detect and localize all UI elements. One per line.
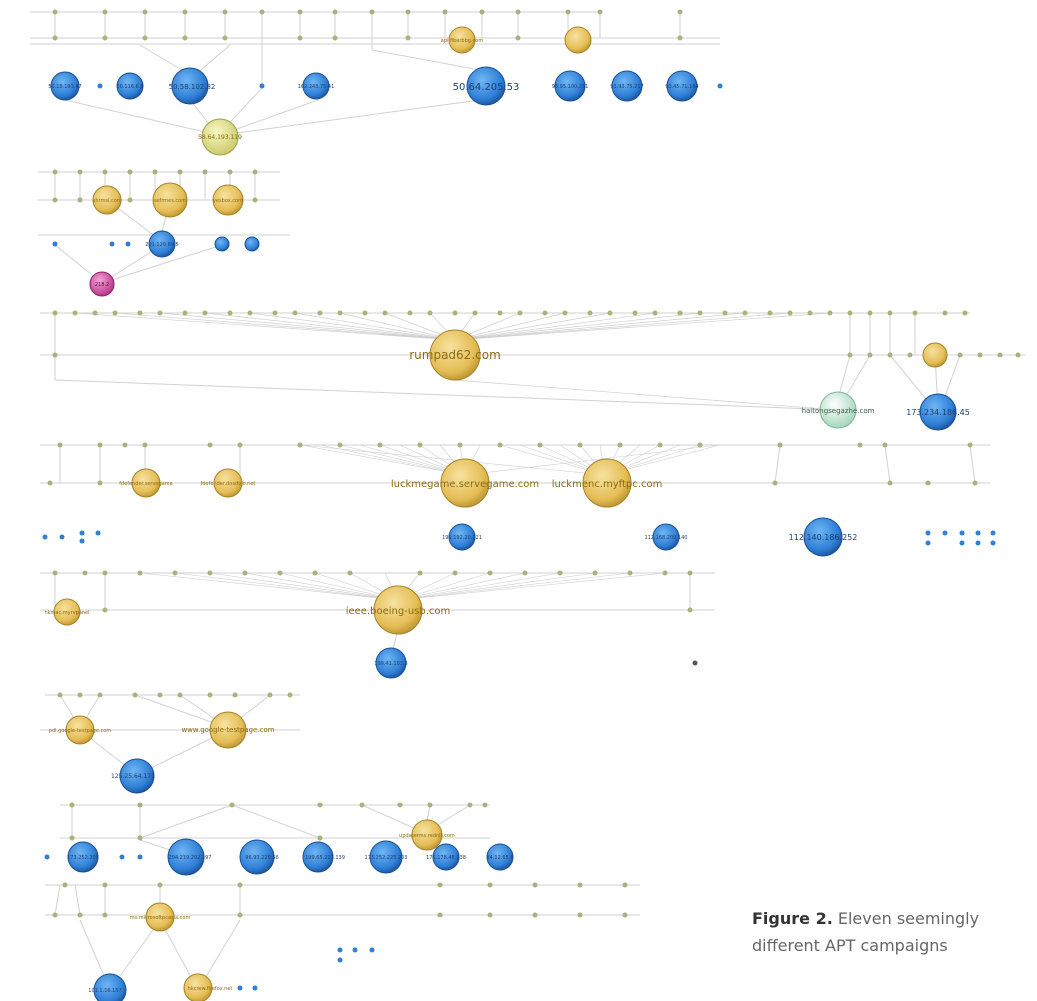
ip-node [554,70,586,102]
ip-label: 199.65.227.139 [305,855,345,861]
ip-label: 204.219.202.197 [169,855,212,861]
domain-node [145,902,175,932]
ip-node [171,67,209,105]
ip-label: 93.93.75.217 [610,84,643,90]
ip-row: 50.18.193.47 50.116.6.8 50.58.102.82 162… [48,66,723,106]
ip-label: 199.41.103.3 [374,661,407,667]
domain-label: www.google-testpage.com [181,726,274,734]
pink-label: 218.2 [95,282,109,288]
ip-node [652,523,680,551]
ip-node [369,840,403,874]
ip-label: 201.120.69.5 [145,242,178,248]
ip-label: 162.243.75.41 [298,84,335,90]
ip-node [432,843,460,871]
ip-label: 50.58.102.82 [169,83,216,91]
ip-node [466,66,506,106]
ip-node [803,517,843,557]
domain-node [429,329,481,381]
ip-label: 173.234.186.45 [906,408,970,417]
domain-label: ms.microsoftpcasia.com [130,915,191,921]
domain-node [212,184,244,216]
ip-label: 50.18.193.47 [48,84,81,90]
domain-label: pdl.google-testpage.com [49,728,112,734]
domain-node [92,185,122,215]
small-domain-label: fdefender.servegame [119,481,172,487]
ip-label: 93.45.71.164 [665,84,698,90]
ip-label: 50.64.205.53 [453,82,520,93]
domain-node [131,468,161,498]
domain-label: api.fiberbbg.com [441,38,484,44]
ip-label: 84.12.65.6 [486,855,513,861]
small-domain-label: hkmac.myrvpanel [44,610,89,616]
domain-node [65,715,95,745]
hub-label: 58.64.193.119 [198,134,242,141]
ip-node [302,72,330,100]
small-domain-label: fdefender.dnsdojo.net [201,481,256,487]
figure-caption: Figure 2. Eleven seemingly different APT… [752,905,1032,959]
domain-node [564,26,592,54]
ip-node [919,393,957,431]
ip-node [448,523,476,551]
domain-node [53,598,81,626]
domain-label: yesbox.com [213,198,243,204]
ip-label: 125.25.64.171 [111,773,155,780]
figure-caption-text: Eleven seemingly different APT campaigns [752,909,980,955]
domain-node [183,973,213,1001]
ip-label: 96.93.229.56 [245,855,278,861]
ip-node [50,71,80,101]
ip-node [611,70,643,102]
domain-label: rumpad62.com [409,348,501,362]
ip-label: 173.252.205 [67,855,99,861]
domain-node [582,458,632,508]
domain-label: luckmenc.myftpc.com [552,479,663,490]
ip-label: 112.168.209.140 [645,535,688,541]
ip-node [375,647,407,679]
domain-node [440,458,490,508]
ip-label: 93.95.100.231 [552,84,589,90]
green-label: haitongsegazhe.com [802,407,875,415]
domain-node [922,342,948,368]
rumpad-edges [74,312,839,411]
domain-label: ieee.boeing-usb.com [346,606,451,617]
ip-node [67,841,99,873]
domain-label: luckmegame.servegame.com [391,479,539,490]
ip-label: 101.1.16.157 [88,988,121,994]
domain-label: sefrmes.com [154,198,186,204]
ip-node [148,230,176,258]
domain-label: hkcrew.firefox.net [188,986,233,992]
domain-node [373,585,423,635]
domain-node [209,711,247,749]
domain-node [152,182,188,218]
figure-caption-label: Figure 2. [752,909,833,928]
domain-node [213,468,243,498]
ip-node [239,839,275,875]
ip-node [167,838,205,876]
ip-label: 112.140.186.252 [789,533,858,542]
cluster-campaign-4 [40,444,990,484]
ip-node [486,843,514,871]
domain-label: updaterms.rednlt.com [399,833,455,839]
ip-node [119,758,155,794]
ip-node [302,841,334,873]
green-node [819,391,857,429]
domain-node [448,26,476,54]
ip-node [666,70,698,102]
domain-label: uhrmsl.com [92,198,122,204]
cluster-campaign-3 [40,312,1025,411]
hub-node [201,118,239,156]
luckme-edges [299,444,721,476]
ip-label: 175.178.48.138 [426,855,466,861]
ip-node [93,973,127,1001]
ip-row: 173.252.205 204.219.202.197 96.93.229.56… [44,838,514,876]
ip-label: 173.252.225.203 [365,855,408,861]
pink-node [89,271,115,297]
ip-label: 199.192.20.221 [442,535,482,541]
cluster-campaign-8 [45,884,640,991]
ip-node [116,72,144,100]
domain-node [411,819,443,851]
ip-label: 50.116.6.8 [116,84,143,90]
